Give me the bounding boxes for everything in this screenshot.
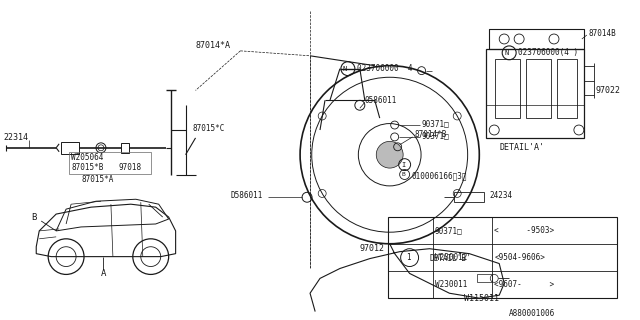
Text: 97012: 97012 — [360, 244, 385, 253]
Text: W115011: W115011 — [465, 294, 499, 303]
Text: W230012: W230012 — [435, 253, 467, 262]
Text: 87014*A: 87014*A — [196, 41, 230, 51]
Text: DETAIL'A': DETAIL'A' — [499, 143, 544, 152]
Bar — [486, 49, 584, 138]
Bar — [61, 142, 79, 154]
Text: I: I — [402, 162, 406, 168]
Text: <      -9503>: < -9503> — [494, 226, 554, 235]
Text: B: B — [31, 212, 36, 221]
Text: W205064: W205064 — [71, 153, 104, 162]
Text: D586011: D586011 — [230, 191, 263, 200]
Text: 023706000  4: 023706000 4 — [357, 64, 412, 73]
Circle shape — [376, 141, 403, 168]
Text: 24234: 24234 — [489, 191, 513, 200]
Text: 0586011: 0586011 — [365, 96, 397, 105]
Bar — [489, 29, 584, 49]
Text: 22314: 22314 — [3, 133, 28, 142]
Text: N: N — [504, 50, 508, 56]
Text: 87015*A: 87015*A — [81, 175, 113, 184]
Text: 87015*B: 87015*B — [71, 163, 104, 172]
Text: DETAIL'B': DETAIL'B' — [429, 254, 471, 263]
Bar — [454, 192, 484, 202]
Text: N: N — [343, 66, 347, 72]
Text: 97022: 97022 — [596, 86, 621, 95]
Text: 1: 1 — [406, 253, 412, 262]
Bar — [495, 59, 520, 118]
Text: <9607-      >: <9607- > — [494, 280, 554, 289]
Text: A880001006: A880001006 — [509, 308, 556, 317]
Text: 87015*C: 87015*C — [193, 124, 225, 132]
Text: 90371□: 90371□ — [422, 132, 449, 140]
Bar — [526, 59, 551, 118]
Bar — [477, 275, 492, 282]
Text: 90371□: 90371□ — [422, 120, 449, 129]
Bar — [121, 143, 129, 153]
Text: B: B — [402, 172, 405, 177]
Text: <9504-9606>: <9504-9606> — [494, 253, 545, 262]
Bar — [69, 152, 151, 173]
Text: 023706000(4 ): 023706000(4 ) — [518, 48, 579, 57]
Text: 90371□: 90371□ — [435, 226, 462, 235]
Bar — [388, 217, 617, 298]
Text: 87014B: 87014B — [589, 28, 616, 37]
Text: 97018: 97018 — [119, 163, 142, 172]
Text: 87014*B: 87014*B — [415, 131, 447, 140]
Text: A: A — [101, 269, 106, 278]
Bar — [557, 59, 577, 118]
Text: W230011: W230011 — [435, 280, 467, 289]
Text: 010006166〈3〉: 010006166〈3〉 — [412, 171, 467, 180]
